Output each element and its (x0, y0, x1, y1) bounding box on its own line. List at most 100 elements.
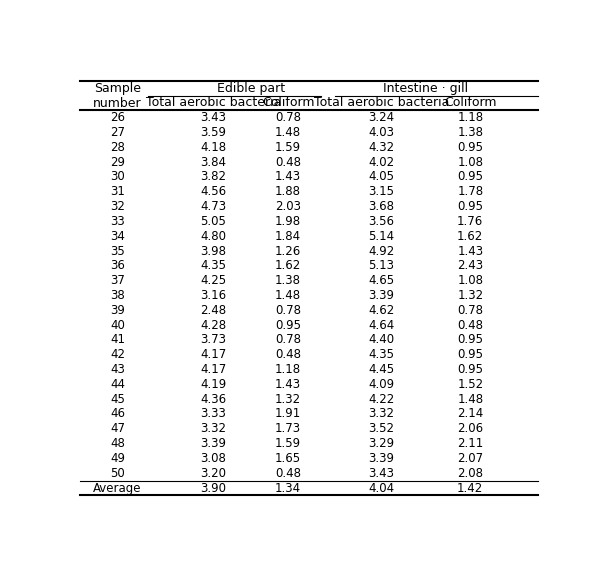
Text: 34: 34 (110, 230, 125, 243)
Text: 2.14: 2.14 (457, 407, 484, 421)
Text: 3.24: 3.24 (368, 111, 394, 124)
Text: 39: 39 (110, 304, 125, 317)
Text: 0.48: 0.48 (275, 467, 301, 480)
Text: 45: 45 (110, 393, 125, 406)
Text: 1.91: 1.91 (275, 407, 301, 421)
Text: 1.48: 1.48 (457, 393, 484, 406)
Text: 4.03: 4.03 (368, 126, 394, 139)
Text: 3.84: 3.84 (200, 156, 226, 169)
Text: 1.48: 1.48 (275, 289, 301, 302)
Text: 1.48: 1.48 (275, 126, 301, 139)
Text: 3.52: 3.52 (368, 422, 394, 435)
Text: 1.34: 1.34 (275, 482, 301, 495)
Text: 3.39: 3.39 (368, 452, 394, 465)
Text: 1.42: 1.42 (457, 482, 484, 495)
Text: 48: 48 (110, 437, 125, 450)
Text: 1.18: 1.18 (457, 111, 484, 124)
Text: 0.95: 0.95 (457, 141, 483, 154)
Text: 1.88: 1.88 (275, 186, 301, 199)
Text: 2.11: 2.11 (457, 437, 484, 450)
Text: 4.18: 4.18 (200, 141, 226, 154)
Text: 38: 38 (110, 289, 125, 302)
Text: 28: 28 (110, 141, 125, 154)
Text: Intestine · gill: Intestine · gill (384, 82, 469, 95)
Text: 3.15: 3.15 (368, 186, 394, 199)
Text: 3.59: 3.59 (200, 126, 226, 139)
Text: 43: 43 (110, 363, 125, 376)
Text: 4.35: 4.35 (200, 259, 226, 272)
Text: 4.80: 4.80 (200, 230, 226, 243)
Text: 2.03: 2.03 (275, 200, 301, 213)
Text: 3.43: 3.43 (368, 467, 394, 480)
Text: Sample
number: Sample number (93, 82, 142, 109)
Text: 2.07: 2.07 (457, 452, 484, 465)
Text: 47: 47 (110, 422, 125, 435)
Text: 2.06: 2.06 (457, 422, 484, 435)
Text: 4.45: 4.45 (368, 363, 394, 376)
Text: 4.36: 4.36 (200, 393, 226, 406)
Text: 3.68: 3.68 (368, 200, 394, 213)
Text: 1.32: 1.32 (275, 393, 301, 406)
Text: 4.62: 4.62 (368, 304, 394, 317)
Text: 49: 49 (110, 452, 125, 465)
Text: 3.33: 3.33 (200, 407, 226, 421)
Text: 1.59: 1.59 (275, 141, 301, 154)
Text: 36: 36 (110, 259, 125, 272)
Text: 40: 40 (110, 319, 125, 332)
Text: 1.08: 1.08 (457, 274, 483, 287)
Text: 0.48: 0.48 (275, 348, 301, 361)
Text: 1.78: 1.78 (457, 186, 484, 199)
Text: 0.95: 0.95 (275, 319, 301, 332)
Text: 1.18: 1.18 (275, 363, 301, 376)
Text: 0.78: 0.78 (275, 304, 301, 317)
Text: 0.95: 0.95 (457, 348, 483, 361)
Text: 3.29: 3.29 (368, 437, 394, 450)
Text: 3.20: 3.20 (200, 467, 226, 480)
Text: 5.05: 5.05 (200, 215, 226, 228)
Text: Total aerobic bacteria: Total aerobic bacteria (314, 96, 449, 109)
Text: 0.48: 0.48 (457, 319, 483, 332)
Text: 4.73: 4.73 (200, 200, 226, 213)
Text: 0.95: 0.95 (457, 200, 483, 213)
Text: 4.92: 4.92 (368, 245, 394, 258)
Text: 0.48: 0.48 (275, 156, 301, 169)
Text: 1.52: 1.52 (457, 378, 484, 391)
Text: 1.08: 1.08 (457, 156, 483, 169)
Text: 1.32: 1.32 (457, 289, 484, 302)
Text: 3.08: 3.08 (200, 452, 226, 465)
Text: 26: 26 (110, 111, 125, 124)
Text: 0.95: 0.95 (457, 170, 483, 183)
Text: 3.98: 3.98 (200, 245, 226, 258)
Text: Average: Average (93, 482, 142, 495)
Text: 2.48: 2.48 (200, 304, 226, 317)
Text: 0.95: 0.95 (457, 363, 483, 376)
Text: 4.32: 4.32 (368, 141, 394, 154)
Text: 5.13: 5.13 (368, 259, 394, 272)
Text: 3.16: 3.16 (200, 289, 226, 302)
Text: 4.17: 4.17 (200, 348, 226, 361)
Text: 3.43: 3.43 (200, 111, 226, 124)
Text: 1.65: 1.65 (275, 452, 301, 465)
Text: 3.39: 3.39 (368, 289, 394, 302)
Text: 33: 33 (110, 215, 125, 228)
Text: 1.59: 1.59 (275, 437, 301, 450)
Text: 1.43: 1.43 (275, 170, 301, 183)
Text: 3.56: 3.56 (368, 215, 394, 228)
Text: 2.43: 2.43 (457, 259, 484, 272)
Text: 4.04: 4.04 (368, 482, 394, 495)
Text: 0.95: 0.95 (457, 333, 483, 346)
Text: 1.62: 1.62 (457, 230, 484, 243)
Text: 1.76: 1.76 (457, 215, 484, 228)
Text: 4.17: 4.17 (200, 363, 226, 376)
Text: 32: 32 (110, 200, 125, 213)
Text: 4.02: 4.02 (368, 156, 394, 169)
Text: 1.38: 1.38 (275, 274, 301, 287)
Text: 3.32: 3.32 (368, 407, 394, 421)
Text: 4.09: 4.09 (368, 378, 394, 391)
Text: 29: 29 (110, 156, 125, 169)
Text: 4.05: 4.05 (368, 170, 394, 183)
Text: 42: 42 (110, 348, 125, 361)
Text: 4.64: 4.64 (368, 319, 394, 332)
Text: 1.26: 1.26 (275, 245, 301, 258)
Text: 1.43: 1.43 (275, 378, 301, 391)
